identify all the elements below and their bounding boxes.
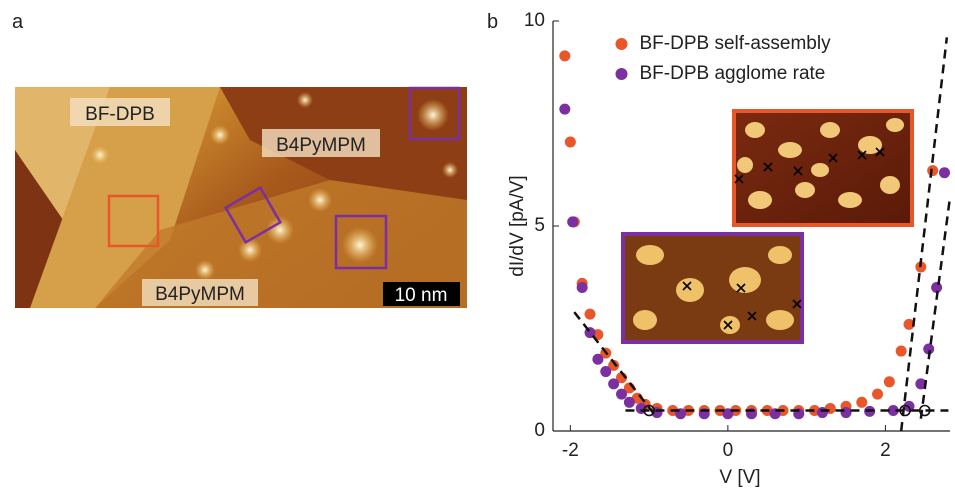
inset-orange	[732, 109, 914, 227]
legend-marker	[615, 68, 628, 80]
plot: -2 0 2 0 5 10 BF-DPB self-assembly BF-DPB agglo…	[524, 10, 952, 461]
panel-label: a	[12, 11, 24, 33]
data-point	[559, 103, 571, 115]
onset-marker	[643, 404, 655, 417]
y-tick-label: 5	[534, 215, 545, 236]
data-point	[883, 376, 895, 388]
image-annotation: B4PyMPM	[155, 284, 245, 305]
data-point	[887, 405, 899, 416]
y-axis-label: dI/dV [pA/V]	[507, 175, 528, 276]
data-point	[608, 359, 620, 371]
data-point	[564, 136, 576, 148]
legend-label: BF-DPB self-assembly	[640, 33, 832, 54]
legend-marker	[615, 38, 628, 50]
data-point	[600, 366, 612, 378]
data-point	[923, 343, 935, 355]
data-point	[872, 388, 884, 400]
data-point	[608, 378, 620, 390]
data-point	[840, 407, 852, 419]
data-point	[567, 216, 579, 228]
data-point	[938, 167, 950, 179]
x-tick-label: 0	[723, 440, 734, 461]
data-point	[856, 396, 868, 408]
legend-label: BF-DPB agglome rate	[640, 63, 826, 84]
onset-marker	[918, 404, 931, 417]
panel-label: b	[487, 11, 498, 33]
data-point	[592, 353, 604, 365]
data-point	[895, 345, 907, 357]
fit-line	[899, 37, 949, 432]
y-tick-label: 10	[524, 10, 545, 31]
scale-bar-label: 10 nm	[395, 285, 448, 306]
fit-line	[573, 311, 655, 414]
fit-line	[919, 197, 952, 419]
image-annotation: B4PyMPM	[276, 135, 366, 156]
x-tick-label: -2	[562, 440, 579, 461]
data-point	[903, 318, 915, 330]
data-point	[816, 407, 828, 419]
onset-marker	[899, 404, 911, 417]
y-tick-label: 0	[534, 420, 545, 441]
data-point	[576, 282, 588, 293]
x-tick-label: 2	[880, 440, 891, 461]
inset-purple	[621, 232, 804, 344]
data-point	[915, 378, 927, 390]
image-annotation: BF-DPB	[85, 104, 155, 125]
x-axis-label: V [V]	[719, 467, 760, 488]
data-point	[927, 165, 939, 177]
data-point	[616, 388, 628, 400]
data-point	[584, 308, 596, 320]
data-point	[559, 50, 571, 62]
stm-image	[15, 86, 467, 308]
data-point	[623, 396, 635, 408]
